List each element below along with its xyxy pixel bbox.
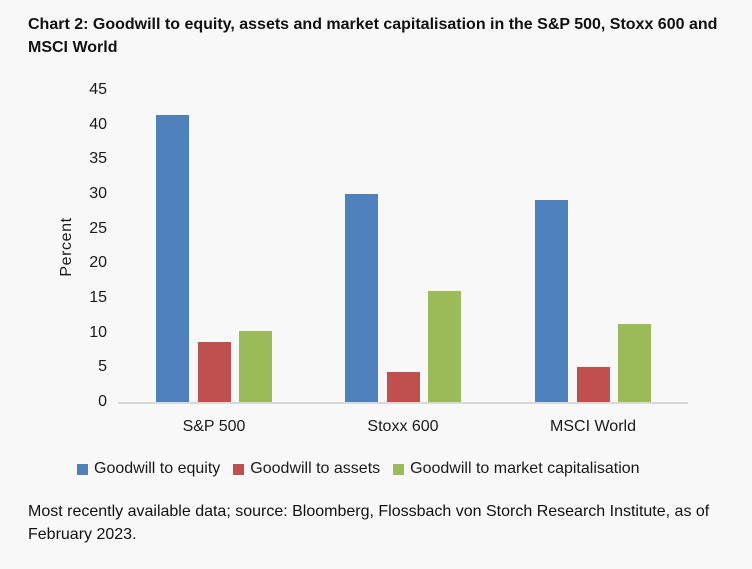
- y-axis-tick-label: 5: [98, 358, 107, 376]
- y-axis-tick-label: 15: [89, 289, 107, 306]
- bar: [156, 114, 189, 402]
- legend-item: Goodwill to equity: [77, 460, 220, 478]
- legend-label: Goodwill to assets: [250, 460, 381, 477]
- y-axis-tick-label: 40: [89, 115, 107, 133]
- legend-item: Goodwill to assets: [233, 460, 380, 478]
- chart-title: Chart 2: Goodwill to equity, assets and …: [28, 16, 718, 56]
- bar: [239, 331, 272, 402]
- x-axis-line: [118, 402, 688, 404]
- bar: [386, 372, 420, 402]
- x-axis-category-label: MSCI World: [550, 418, 636, 435]
- bar: [428, 291, 461, 402]
- legend-swatch: [77, 463, 88, 475]
- bar: [197, 342, 231, 402]
- y-axis-tick-label: 45: [89, 81, 107, 98]
- y-axis-tick-label: 0: [98, 393, 107, 410]
- bar: [345, 194, 378, 402]
- legend-label: Goodwill to market capitalisation: [410, 460, 640, 477]
- legend-item: Goodwill to market capitalisation: [393, 460, 640, 478]
- chart-legend: Goodwill to equity Goodwill to assets Good…: [77, 460, 640, 478]
- legend-swatch: [233, 463, 245, 475]
- bar: [535, 200, 568, 402]
- y-axis-tick-label: 10: [89, 323, 107, 341]
- x-axis-category-label: Stoxx 600: [367, 418, 439, 435]
- legend-label: Goodwill to equity: [94, 460, 221, 477]
- x-axis-category-label: S&P 500: [182, 418, 246, 435]
- legend-swatch: [393, 463, 405, 475]
- y-axis-tick-label: 30: [89, 185, 107, 202]
- y-axis-tick-label: 25: [89, 219, 107, 237]
- y-axis-tick-label: 20: [89, 254, 107, 272]
- bar: [576, 367, 610, 402]
- source-note: Most recently available data; source: Bl…: [28, 503, 710, 543]
- bar: [618, 323, 651, 402]
- y-axis-tick-label: 35: [89, 150, 107, 168]
